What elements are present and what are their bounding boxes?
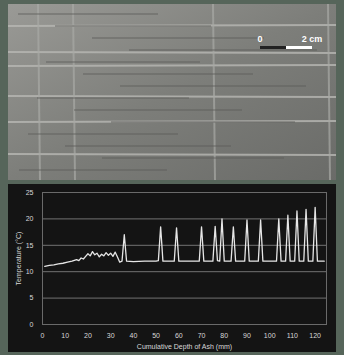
- svg-text:20: 20: [84, 332, 92, 339]
- svg-text:0: 0: [41, 332, 45, 339]
- svg-text:10: 10: [61, 332, 69, 339]
- svg-text:120: 120: [309, 332, 321, 339]
- svg-text:Temperature (°C): Temperature (°C): [15, 232, 23, 286]
- svg-text:100: 100: [264, 332, 276, 339]
- svg-text:50: 50: [152, 332, 160, 339]
- svg-text:2 cm: 2 cm: [302, 34, 323, 44]
- svg-text:25: 25: [26, 189, 34, 196]
- svg-text:0: 0: [257, 34, 262, 44]
- svg-text:110: 110: [287, 332, 298, 339]
- svg-text:5: 5: [30, 294, 34, 301]
- svg-text:10: 10: [26, 268, 34, 275]
- svg-text:30: 30: [107, 332, 115, 339]
- svg-text:60: 60: [175, 332, 183, 339]
- svg-text:20: 20: [26, 215, 34, 222]
- svg-text:80: 80: [220, 332, 228, 339]
- svg-text:0: 0: [30, 321, 34, 328]
- svg-text:90: 90: [243, 332, 251, 339]
- svg-text:70: 70: [198, 332, 206, 339]
- svg-text:15: 15: [26, 242, 34, 249]
- svg-text:Cumulative Depth of Ash (mm): Cumulative Depth of Ash (mm): [137, 343, 232, 351]
- svg-text:40: 40: [129, 332, 137, 339]
